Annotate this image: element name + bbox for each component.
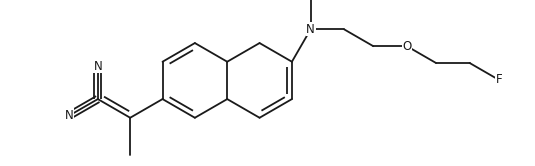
Text: N: N xyxy=(306,23,315,36)
Text: N: N xyxy=(94,60,102,73)
Text: O: O xyxy=(402,40,411,53)
Text: N: N xyxy=(65,109,74,122)
Text: F: F xyxy=(495,73,502,86)
